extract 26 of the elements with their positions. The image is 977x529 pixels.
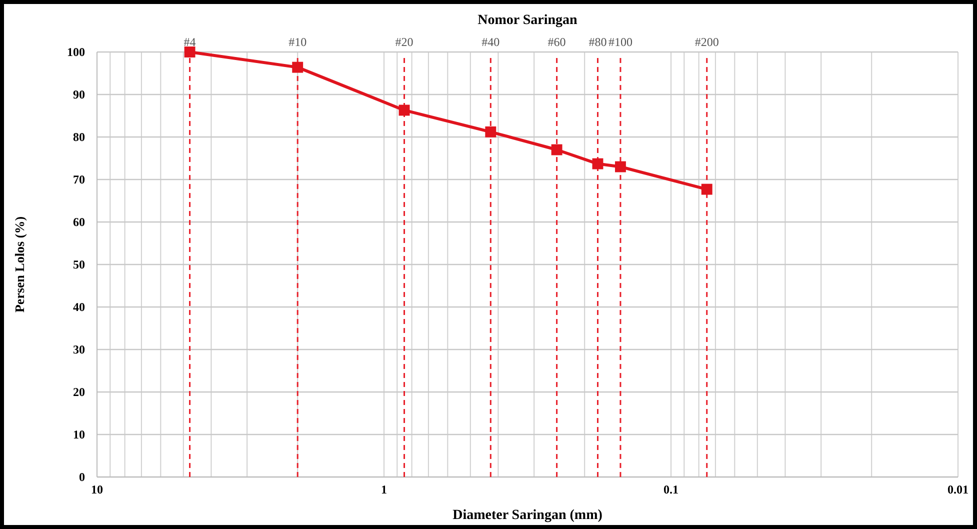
y-axis-title: Persen Lolos (%) <box>12 216 27 313</box>
y-tick-label: 20 <box>73 384 85 399</box>
annotation: #100 <box>608 35 632 49</box>
annotation: #80 <box>588 35 607 49</box>
y-tick-label: 60 <box>73 214 85 229</box>
y-tick-label: 50 <box>73 257 85 272</box>
annotation: #4 <box>184 35 196 49</box>
annotation: #60 <box>548 35 566 49</box>
y-tick-label: 40 <box>73 300 85 314</box>
annotation: #10 <box>288 35 307 49</box>
x-tick-label: 10 <box>91 482 103 497</box>
x-axis-title: Diameter Saringan (mm) <box>452 508 603 523</box>
y-tick-label: 100 <box>67 44 85 59</box>
x-tick-label: 1 <box>381 482 387 497</box>
y-tick-label: 10 <box>73 427 85 442</box>
annotation: #200 <box>694 35 719 49</box>
y-tick-label: 90 <box>73 87 85 102</box>
annotation: #20 <box>395 35 414 49</box>
x2-axis-title: Nomor Saringan <box>478 13 578 28</box>
x-tick-label: 0.01 <box>948 482 968 497</box>
annotation: #40 <box>482 35 500 49</box>
y-tick-label: 80 <box>73 130 85 144</box>
y-tick-label: 70 <box>73 172 85 186</box>
y-tick-label: 30 <box>73 342 85 356</box>
y-tick-label: 0 <box>79 470 85 484</box>
x-tick-label: 0.1 <box>664 482 678 497</box>
